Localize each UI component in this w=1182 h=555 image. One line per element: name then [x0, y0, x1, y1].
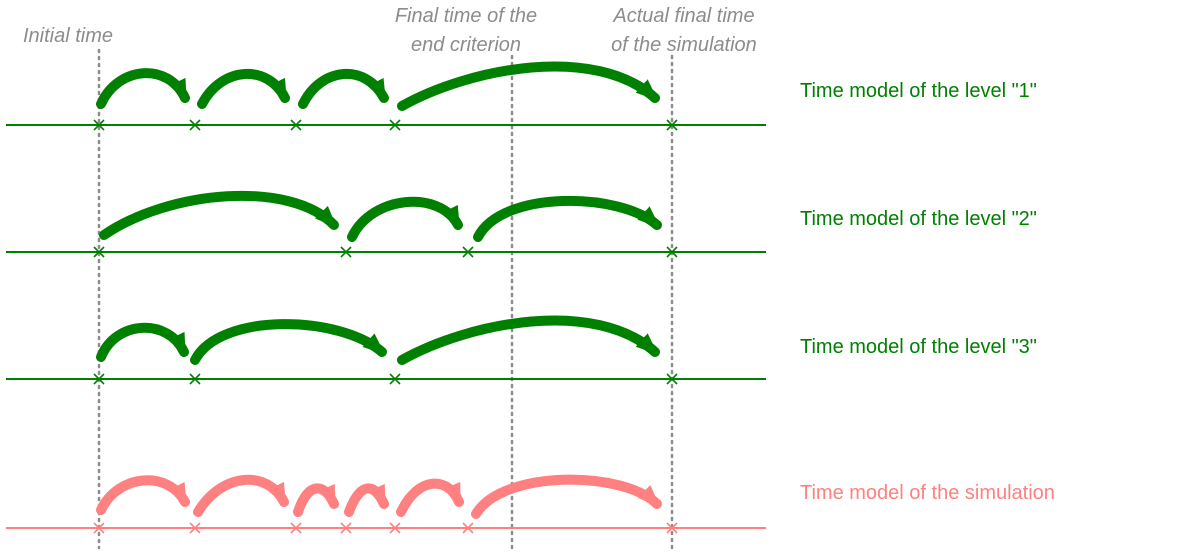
time-step-marker [189, 373, 201, 385]
time-step-marker [666, 373, 678, 385]
end-criterion-annotation-line2: end criterion [411, 34, 521, 56]
time-step-arrow [99, 190, 339, 240]
timeline-level-2: Time model of the level "2" [6, 190, 1037, 258]
time-step-arrow [193, 474, 289, 517]
timeline-label: Time model of the simulation [800, 482, 1055, 504]
time-step-arrow [96, 322, 189, 362]
time-step-marker [389, 373, 401, 385]
time-step-arrow [347, 196, 463, 242]
time-step-marker [389, 522, 401, 534]
time-step-marker [189, 522, 201, 534]
time-step-marker [389, 119, 401, 131]
timeline-simulation: Time model of the simulation [6, 474, 1055, 534]
time-step-arrow [344, 483, 389, 517]
time-step-markers [93, 522, 678, 534]
time-step-markers [93, 119, 678, 131]
time-step-arrow [293, 483, 339, 517]
time-step-arrows [99, 190, 662, 242]
time-step-arrows [96, 474, 662, 519]
timeline-label: Time model of the level "1" [800, 80, 1037, 102]
time-step-marker [340, 522, 352, 534]
time-step-arrow [397, 61, 660, 111]
time-step-marker [290, 119, 302, 131]
time-step-arrow [96, 475, 190, 515]
time-step-marker [340, 246, 352, 258]
guide-lines [97, 48, 674, 550]
initial-time-annotation: Initial time [23, 25, 113, 47]
end-criterion-annotation-line1: Final time of the [395, 5, 537, 27]
time-step-markers [93, 246, 678, 258]
time-step-marker [93, 373, 105, 385]
actual-final-time-annotation-line2: of the simulation [611, 34, 757, 56]
time-step-arrows [96, 61, 660, 111]
time-step-marker [93, 246, 105, 258]
timeline-label: Time model of the level "2" [800, 208, 1037, 230]
time-step-arrows [96, 315, 660, 365]
time-step-markers [93, 373, 678, 385]
time-step-arrow [396, 478, 464, 517]
time-step-arrow [197, 69, 290, 109]
time-step-marker [189, 119, 201, 131]
time-step-marker [93, 119, 105, 131]
time-step-marker [666, 522, 678, 534]
actual-final-time-annotation-line1: Actual final time [612, 5, 754, 27]
timeline-label: Time model of the level "3" [800, 336, 1037, 358]
timeline-level-3: Time model of the level "3" [6, 315, 1037, 385]
time-step-marker [666, 119, 678, 131]
time-step-arrow [473, 195, 662, 242]
time-step-arrow [96, 68, 190, 109]
time-step-arrow [471, 474, 662, 519]
time-step-arrow [397, 315, 660, 365]
time-step-marker [462, 246, 474, 258]
time-step-marker [290, 522, 302, 534]
time-step-marker [666, 246, 678, 258]
time-step-arrow [298, 69, 389, 109]
timeline-level-1: Time model of the level "1" [6, 61, 1037, 131]
time-step-marker [462, 522, 474, 534]
time-step-marker [93, 522, 105, 534]
time-step-arrow [190, 319, 387, 365]
annotations: Initial time Final time of the end crite… [23, 5, 757, 56]
